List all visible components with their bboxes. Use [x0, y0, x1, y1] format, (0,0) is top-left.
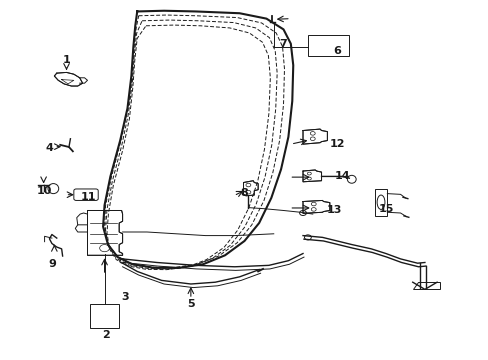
Text: 13: 13: [326, 206, 342, 216]
Text: 5: 5: [187, 299, 194, 309]
Polygon shape: [303, 129, 327, 144]
Text: 4: 4: [45, 143, 53, 153]
Text: 7: 7: [279, 40, 287, 49]
Circle shape: [120, 259, 125, 263]
Bar: [90, 305, 119, 328]
Text: 12: 12: [329, 139, 344, 149]
Polygon shape: [412, 282, 439, 289]
Polygon shape: [54, 72, 82, 86]
Text: 1: 1: [62, 55, 70, 65]
Text: 14: 14: [333, 171, 349, 181]
Text: 8: 8: [240, 188, 248, 198]
Text: 10: 10: [37, 186, 52, 196]
Polygon shape: [243, 181, 258, 196]
Polygon shape: [87, 211, 122, 255]
Text: 11: 11: [81, 192, 96, 202]
Text: 6: 6: [332, 46, 341, 56]
Bar: [374, 189, 386, 216]
Text: 2: 2: [102, 330, 109, 340]
Polygon shape: [303, 170, 321, 182]
Polygon shape: [303, 201, 329, 213]
Text: 3: 3: [121, 292, 128, 302]
Bar: [307, 35, 348, 56]
Text: 9: 9: [48, 259, 56, 269]
Text: 15: 15: [377, 204, 393, 214]
